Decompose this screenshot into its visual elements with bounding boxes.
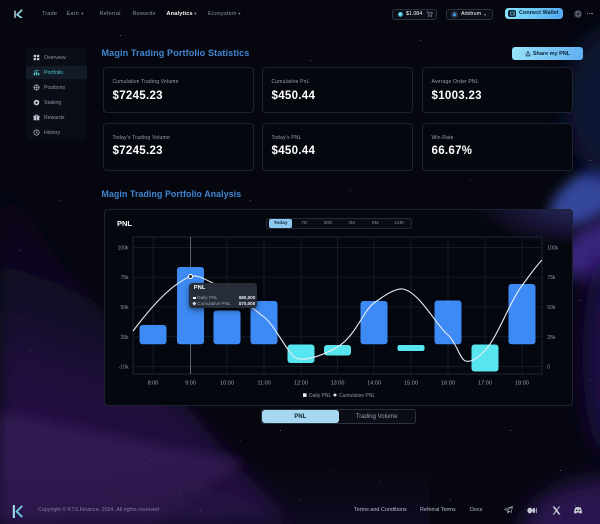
- svg-text:Cumulative PNL: Cumulative PNL: [339, 393, 375, 399]
- svg-text:14:00: 14:00: [367, 381, 381, 387]
- svg-text:75k: 75k: [548, 276, 557, 282]
- svg-text:13:00: 13:00: [331, 381, 345, 387]
- svg-text:16:00: 16:00: [441, 381, 455, 387]
- svg-text:10:00: 10:00: [220, 381, 234, 387]
- svg-text:11:00: 11:00: [258, 381, 271, 387]
- svg-text:8:00: 8:00: [148, 381, 159, 387]
- svg-text:50k: 50k: [121, 305, 130, 311]
- svg-text:17:00: 17:00: [478, 381, 492, 387]
- svg-text:15:00: 15:00: [404, 381, 418, 387]
- svg-text:-10k: -10k: [119, 365, 129, 371]
- svg-text:100k: 100k: [118, 246, 129, 252]
- svg-text:12:00: 12:00: [294, 381, 308, 387]
- svg-text:75k: 75k: [121, 276, 130, 282]
- svg-text:100k: 100k: [548, 246, 559, 252]
- svg-text:Daily PNL: Daily PNL: [309, 393, 331, 399]
- svg-text:50k: 50k: [548, 305, 557, 311]
- svg-text:18:00: 18:00: [515, 381, 529, 387]
- svg-text:25k: 25k: [548, 335, 557, 341]
- svg-text:0: 0: [548, 365, 551, 371]
- svg-text:9:00: 9:00: [185, 381, 196, 387]
- svg-text:25k: 25k: [121, 335, 130, 341]
